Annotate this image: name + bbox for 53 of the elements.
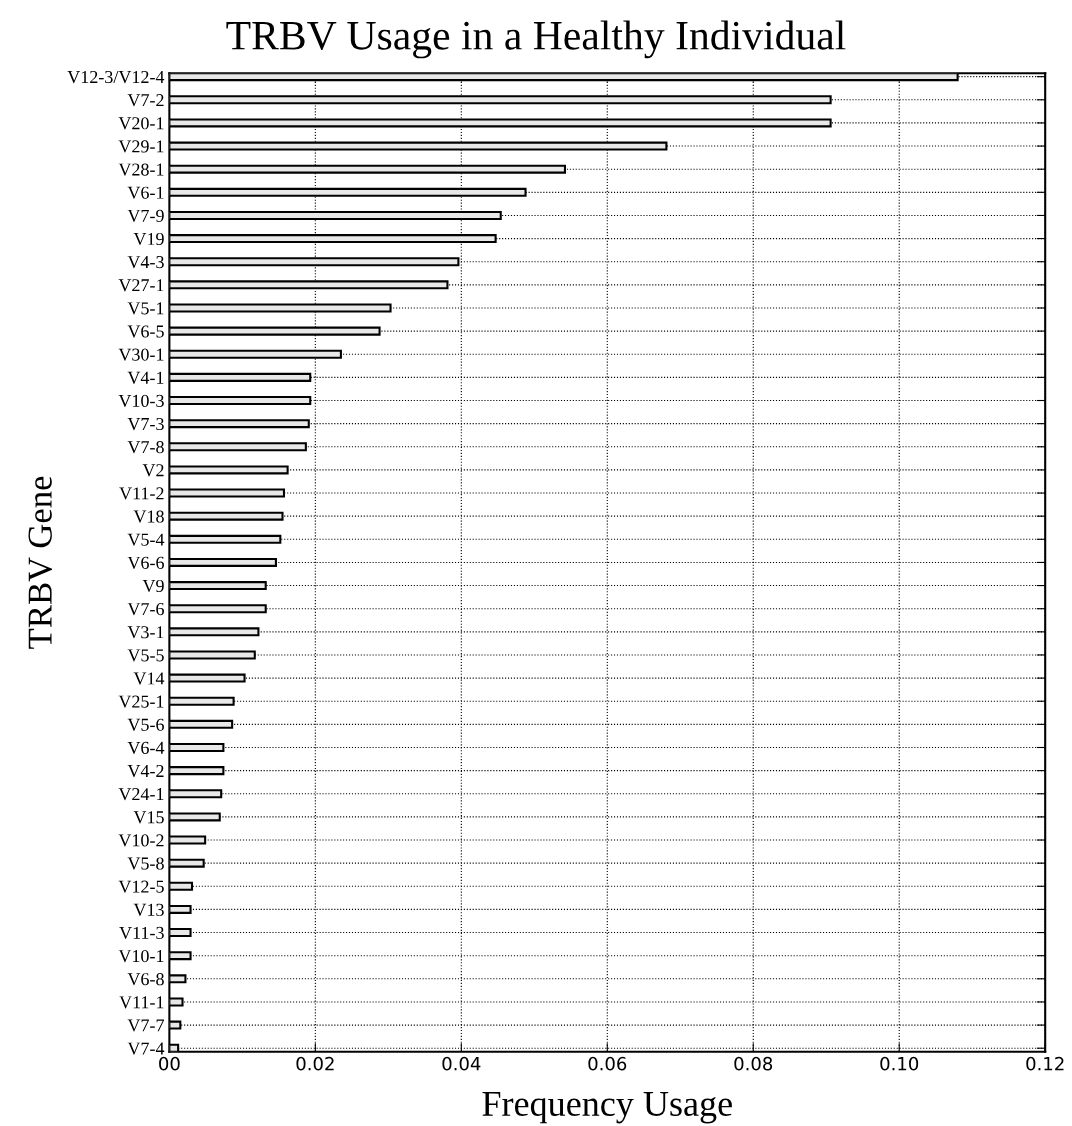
- y-tick-label: V4-3: [127, 256, 164, 269]
- chart-title: TRBV Usage in a Healthy Individual: [226, 20, 846, 59]
- y-tick-label: V2: [142, 464, 164, 477]
- x-axis-title: Frequency Usage: [482, 1092, 732, 1124]
- y-tick-label: V10-3: [118, 394, 164, 408]
- y-tick-label: V11-3: [119, 926, 164, 940]
- y-tick-label: V6-4: [127, 741, 165, 755]
- y-tick-label: V6-6: [127, 556, 164, 569]
- y-tick-label: V11-1: [119, 996, 164, 1009]
- y-tick-label: V10-1: [118, 949, 164, 963]
- y-tick-label: V19: [133, 232, 164, 246]
- y-tick-label: V7-3: [127, 417, 164, 431]
- x-tick-label: 0.02: [296, 1056, 334, 1071]
- y-tick-label: V30-1: [118, 348, 164, 361]
- y-tick-label: V7-4: [127, 1042, 165, 1055]
- x-tick-label: 0.08: [734, 1056, 773, 1071]
- y-tick-label: V13: [133, 903, 164, 916]
- y-tick-label: V6-5: [127, 325, 164, 338]
- y-tick-label: V6-8: [127, 973, 164, 986]
- x-tick-label: 0.04: [442, 1056, 481, 1071]
- y-tick-label: V14: [133, 672, 165, 685]
- y-tick-label: V5-1: [127, 302, 164, 315]
- x-tick-label: 0.06: [588, 1056, 627, 1071]
- y-tick-label: V27-1: [118, 279, 164, 292]
- y-tick-label: V11-2: [119, 487, 164, 500]
- y-tick-label: V5-8: [127, 857, 164, 870]
- x-tick-label: 00: [159, 1056, 180, 1071]
- y-tick-label: V28-1: [118, 163, 164, 176]
- y-tick-label: V7-6: [127, 603, 164, 616]
- y-tick-label: V4-1: [127, 371, 164, 384]
- x-tick-label: 0.10: [880, 1056, 919, 1071]
- y-tick-label: V20-1: [118, 117, 164, 130]
- y-tick-label: V12-5: [118, 880, 164, 893]
- y-tick-label: V9: [142, 579, 164, 593]
- y-tick-label: V7-8: [127, 441, 164, 454]
- y-axis-title: TRBV Gene: [28, 476, 53, 649]
- y-tick-label: V3-1: [127, 626, 164, 639]
- y-tick-label: V5-6: [127, 718, 164, 731]
- y-tick-label: V15: [133, 811, 164, 824]
- y-tick-label: V12-3/V12-4: [67, 70, 165, 84]
- y-tick-label: V25-1: [118, 695, 164, 708]
- y-tick-label: V10-2: [118, 834, 164, 847]
- y-tick-label: V5-4: [127, 533, 165, 546]
- y-tick-label: V6-1: [127, 186, 164, 199]
- y-tick-label: V29-1: [118, 140, 164, 153]
- x-tick-label: 0.12: [1026, 1056, 1064, 1071]
- y-tick-label: V7-9: [127, 209, 164, 222]
- y-tick-label: V24-1: [118, 788, 164, 801]
- y-tick-label: V4-2: [127, 764, 164, 778]
- y-tick-label: V18: [133, 510, 164, 523]
- y-tick-label: V7-7: [127, 1019, 164, 1032]
- y-tick-label: V7-2: [127, 94, 164, 107]
- y-tick-label: V5-5: [127, 649, 164, 662]
